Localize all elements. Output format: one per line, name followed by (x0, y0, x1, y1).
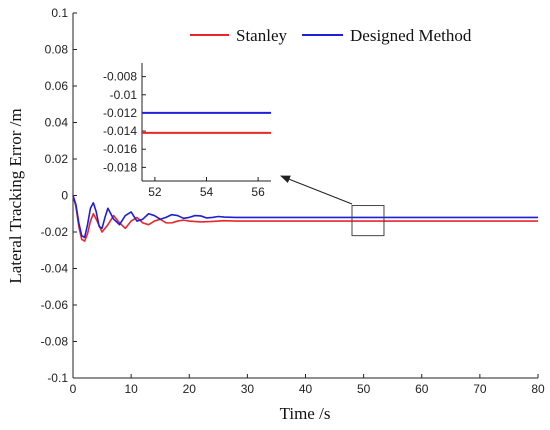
inset-x-tick-label: 52 (148, 185, 162, 199)
main-series (72, 195, 538, 242)
y-tick-label: -0.04 (41, 262, 69, 276)
inset-plot-frame (141, 63, 271, 182)
y-tick-label: 0.06 (45, 79, 69, 93)
inset-series (142, 111, 271, 134)
y-tick-label: -0.02 (41, 225, 69, 239)
y-tick-label: -0.08 (41, 335, 69, 349)
x-tick-label: 20 (183, 382, 197, 396)
inset-plot-background (142, 63, 271, 181)
y-tick-label: 0 (61, 189, 68, 203)
inset-x-axis-ticks: 52 54 56 (148, 177, 265, 199)
x-tick-label: 50 (357, 382, 371, 396)
inset-y-tick-label: -0.014 (103, 124, 137, 138)
y-tick-label: 0.02 (45, 152, 69, 166)
x-axis-ticks: 0 10 20 30 40 50 60 70 80 (70, 374, 545, 396)
y-axis-title: Lateral Tracking Error /m (6, 108, 25, 283)
inset-y-tick-label: -0.008 (103, 70, 137, 84)
x-tick-label: 0 (70, 382, 77, 396)
legend-label-stanley: Stanley (236, 26, 287, 45)
inset-y-tick-label: -0.01 (110, 88, 138, 102)
inset-y-tick-label: -0.016 (103, 142, 137, 156)
x-tick-label: 60 (415, 382, 429, 396)
y-tick-label: -0.06 (41, 298, 69, 312)
x-tick-label: 80 (531, 382, 545, 396)
series-line-designed-method (72, 195, 538, 239)
inset-y-axis-ticks: -0.018 -0.016 -0.014 -0.012 -0.01 -0.008 (103, 70, 146, 174)
x-tick-label: 30 (241, 382, 255, 396)
x-tick-label: 40 (299, 382, 313, 396)
series-line-stanley (72, 195, 538, 242)
y-tick-label: 0.1 (51, 6, 68, 20)
inset-y-tick-label: -0.018 (103, 160, 137, 174)
y-tick-label: -0.1 (47, 371, 68, 385)
zoom-box (351, 205, 385, 237)
x-tick-label: 70 (473, 382, 487, 396)
legend-label-designed-method: Designed Method (350, 26, 472, 45)
inset-x-tick-label: 54 (200, 185, 214, 199)
y-axis-ticks: -0.1 -0.08 -0.06 -0.04 -0.02 0 0.02 0.04 0.06 0.0… (41, 6, 77, 385)
zoom-pointer-arrow (280, 175, 353, 205)
y-tick-label: 0.04 (45, 116, 69, 130)
legend: Stanley Designed Method (190, 26, 472, 45)
y-tick-label: 0.08 (45, 43, 69, 57)
x-axis-title: Time /s (280, 404, 331, 423)
zoom-region-rectangle (351, 205, 385, 237)
x-tick-label: 10 (124, 382, 138, 396)
inset-y-tick-label: -0.012 (103, 106, 137, 120)
inset-x-tick-label: 56 (251, 185, 265, 199)
